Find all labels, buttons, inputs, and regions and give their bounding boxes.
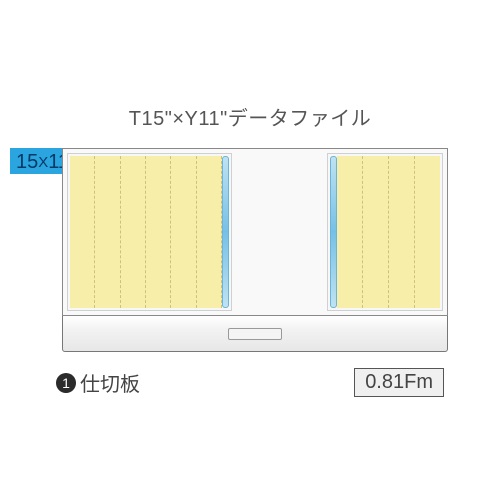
footer-row: 1 仕切板 0.81Fm (56, 368, 444, 397)
diagram-title: T15"×Y11"データファイル (0, 102, 500, 131)
drawer-front (62, 316, 448, 352)
drawer-handle (228, 328, 282, 340)
drawer-interior (62, 148, 448, 316)
folder-slot (337, 156, 363, 308)
size-a: 15 (16, 151, 38, 173)
folder-slot (70, 156, 95, 308)
folder-slot (415, 156, 440, 308)
size-x: X (38, 154, 48, 171)
legend-number-icon: 1 (56, 373, 76, 393)
folder-slot (146, 156, 171, 308)
folder-slot (363, 156, 389, 308)
divider-icon (330, 156, 337, 308)
folder-slot (95, 156, 120, 308)
compartment-left (67, 153, 232, 311)
legend: 1 仕切板 (56, 368, 140, 397)
compartment-gap (236, 153, 324, 311)
folder-slot (389, 156, 415, 308)
folder-slot (197, 156, 222, 308)
legend-label: 仕切板 (80, 368, 140, 397)
folder-slot (171, 156, 196, 308)
drawer-diagram (62, 148, 448, 352)
folder-slot (121, 156, 146, 308)
fm-value-box: 0.81Fm (354, 368, 444, 397)
divider-icon (222, 156, 229, 308)
compartment-right (327, 153, 443, 311)
